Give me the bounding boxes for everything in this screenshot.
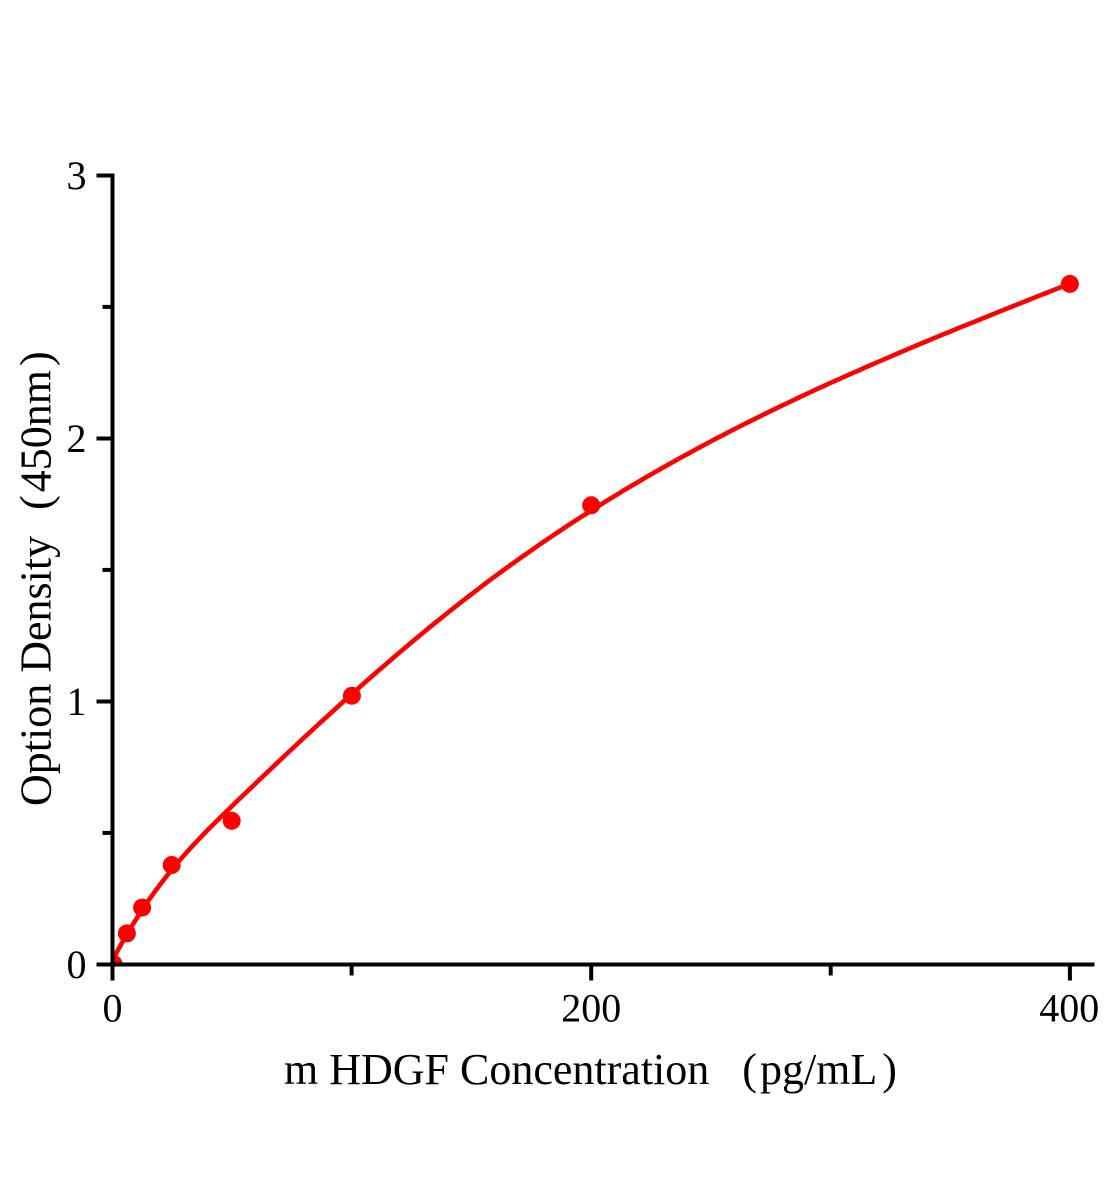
svg-text:Option Density(450nm): Option Density(450nm) [12, 351, 61, 806]
svg-text:m HDGF Concentration(pg/mL): m HDGF Concentration (pg/mL) [284, 1045, 897, 1094]
svg-text:3: 3 [67, 153, 87, 198]
svg-text:0: 0 [103, 986, 123, 1031]
svg-text:0: 0 [67, 942, 87, 987]
svg-text:400: 400 [1039, 986, 1099, 1031]
svg-text:2: 2 [67, 416, 87, 461]
svg-text:200: 200 [561, 986, 621, 1031]
svg-text:1: 1 [67, 679, 87, 724]
